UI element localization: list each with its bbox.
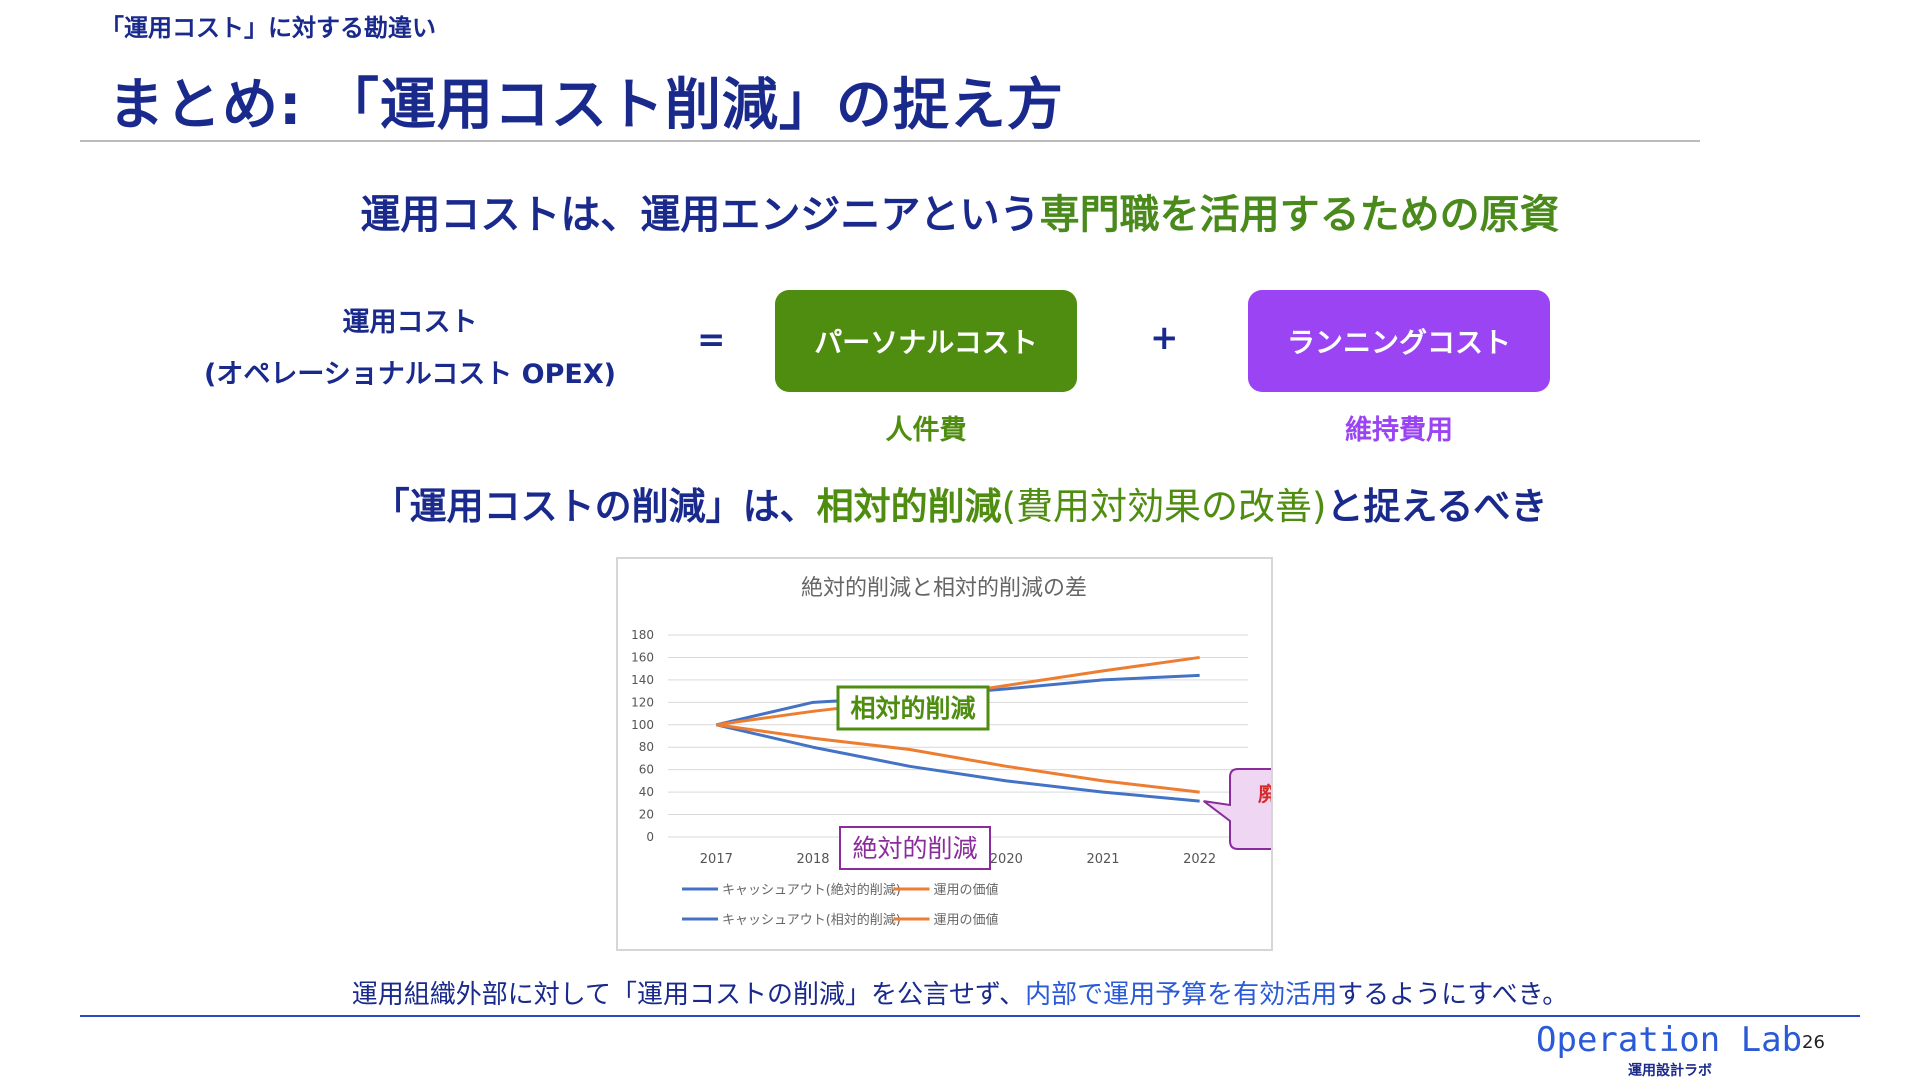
page-number: 26	[1802, 1032, 1825, 1053]
callout-line1: 廃業予定なら	[1258, 782, 1271, 806]
statement-paren: (費用対効果の改善)	[1001, 485, 1327, 528]
brand-subtitle: 運用設計ラボ	[1628, 1063, 1712, 1079]
equation-lhs-line1: 運用コスト	[342, 307, 478, 338]
personal-cost-caption: 人件費	[885, 415, 967, 446]
headline-highlight: 専門職を活用するための原資	[1039, 192, 1560, 238]
legend-label: キャッシュアウト(相対的削減)	[722, 912, 901, 928]
x-tick-label: 2018	[796, 852, 829, 867]
footer-divider	[80, 1015, 1860, 1017]
y-tick-label: 120	[631, 695, 654, 709]
running-cost-box: ランニングコスト	[1248, 290, 1550, 392]
absolute-label-box	[839, 826, 991, 870]
statement-highlight: 相対的削減	[816, 485, 1002, 528]
plus-sign: +	[1150, 318, 1179, 358]
x-tick-label: 2020	[990, 852, 1023, 867]
personal-cost-box: パーソナルコスト	[775, 290, 1077, 392]
y-tick-label: 40	[639, 785, 654, 799]
footer-part1: 運用組織外部に対して「運用コストの削減」を公言せず、	[351, 980, 1026, 1010]
statement: 「運用コストの削減」は、相対的削減(費用対効果の改善)と捉えるべき	[0, 476, 1920, 530]
series-line-0	[715, 723, 1200, 803]
footer-part3: するようにすべき。	[1337, 980, 1569, 1010]
x-tick-label: 2017	[700, 852, 733, 867]
chart-frame: 絶対的削減と相対的削減の差 0 20 40 60 80 100 120 140 160 180 20…	[616, 557, 1427, 951]
footer-statement: 運用組織外部に対して「運用コストの削減」を公言せず、内部で運用予算を有効活用する…	[0, 974, 1920, 1011]
slide-subtitle: 「運用コスト」に対する勘違い	[100, 14, 436, 42]
headline-part1: 運用コストは、運用エンジニアという	[360, 192, 1040, 238]
y-tick-label: 160	[631, 650, 654, 664]
brand-logo: Operation Lab	[1536, 1020, 1803, 1060]
legend-label: 運用の価値	[934, 912, 999, 928]
series-line-1	[716, 723, 1200, 794]
legend-label: 運用の価値	[934, 882, 999, 898]
callout-emphasis: 廃業予定	[1258, 782, 1271, 806]
statement-part4: と捉えるべき	[1326, 485, 1548, 528]
running-cost-caption: 維持費用	[1345, 415, 1453, 446]
x-tick-label: 2022	[1183, 852, 1216, 867]
y-tick-label: 140	[631, 673, 654, 687]
y-tick-label: 100	[631, 718, 654, 732]
statement-part1: 「運用コストの削減」は、	[372, 485, 817, 528]
y-tick-label: 20	[639, 808, 654, 822]
y-tick-label: 60	[639, 763, 654, 777]
equation-lhs-line2: (オペレーショナルコスト OPEX)	[203, 359, 616, 390]
line-chart: 絶対的削減と相対的削減の差 0 20 40 60 80 100 120 140 160 180 20…	[631, 576, 1427, 928]
title-divider	[80, 140, 1700, 142]
headline: 運用コストは、運用エンジニアという専門職を活用するための原資	[0, 182, 1920, 240]
y-tick-label: 80	[639, 740, 654, 754]
slide-title: まとめ: 「運用コスト削減」の捉え方	[108, 73, 1064, 138]
relative-label: 相対的削減	[850, 694, 975, 723]
footer-highlight: 内部で運用予算を有効活用	[1025, 980, 1338, 1010]
chart-title: 絶対的削減と相対的削減の差	[801, 576, 1087, 601]
absolute-label: 絶対的削減	[852, 834, 977, 863]
relative-label-box	[836, 685, 990, 731]
y-tick-label: 0	[646, 830, 654, 844]
x-tick-label: 2021	[1086, 852, 1119, 867]
legend-label: キャッシュアウト(絶対的削減)	[722, 882, 901, 898]
y-tick-label: 180	[631, 628, 654, 642]
equals-sign: =	[697, 320, 726, 360]
